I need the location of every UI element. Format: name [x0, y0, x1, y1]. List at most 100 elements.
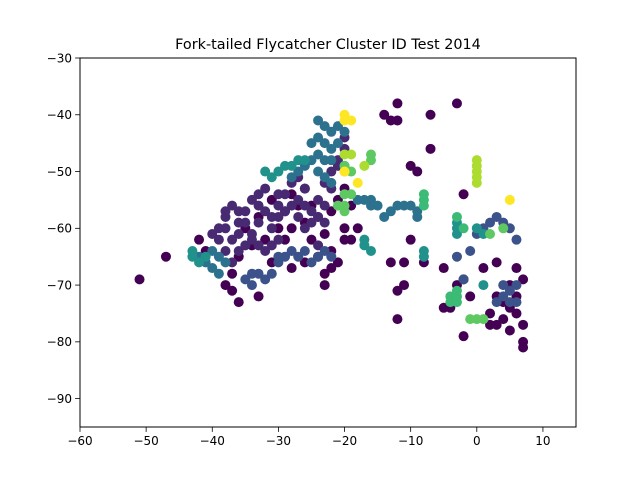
cluster-3 [240, 211, 522, 308]
data-point [491, 297, 502, 308]
data-point [253, 291, 264, 302]
data-point [346, 115, 357, 126]
data-point [286, 223, 297, 234]
data-point [227, 268, 238, 279]
data-point [319, 217, 330, 228]
data-point [352, 194, 363, 205]
data-point [326, 177, 337, 188]
data-point [319, 280, 330, 291]
data-point [313, 132, 324, 143]
data-point [227, 285, 238, 296]
data-point [253, 189, 264, 200]
data-point [491, 211, 502, 222]
data-point [240, 274, 251, 285]
data-point [425, 109, 436, 120]
data-point [286, 172, 297, 183]
data-point [379, 109, 390, 120]
data-point [260, 206, 271, 217]
cluster-5 [187, 155, 489, 291]
data-point [319, 268, 330, 279]
data-point [458, 189, 469, 200]
plot-frame [79, 57, 577, 428]
data-point [478, 280, 489, 291]
cluster-4 [194, 115, 423, 279]
y-tick-label: −90 [47, 392, 72, 406]
data-point [313, 149, 324, 160]
data-point [306, 234, 317, 245]
data-point [485, 319, 496, 330]
data-point [194, 234, 205, 245]
data-point [313, 166, 324, 177]
data-point [498, 291, 509, 302]
data-point [392, 98, 403, 109]
data-point [478, 263, 489, 274]
y-tick-label: −60 [47, 222, 72, 236]
data-point [392, 285, 403, 296]
data-point [405, 160, 416, 171]
x-tick-label: 10 [535, 434, 550, 448]
data-point [379, 211, 390, 222]
data-point [352, 177, 363, 188]
data-point [266, 223, 277, 234]
y-tick-label: −50 [47, 165, 72, 179]
x-tick-label: −30 [266, 434, 291, 448]
data-point [365, 155, 376, 166]
data-point [220, 246, 231, 257]
data-point [213, 234, 224, 245]
data-point [313, 240, 324, 251]
data-point [260, 166, 271, 177]
data-point [451, 98, 462, 109]
data-point [518, 274, 529, 285]
data-point [465, 246, 476, 257]
data-point [240, 240, 251, 251]
data-point [246, 268, 257, 279]
data-point [451, 251, 462, 262]
data-point [319, 228, 330, 239]
data-point [326, 155, 337, 166]
data-point [319, 200, 330, 211]
data-point [451, 211, 462, 222]
x-tick-label: −40 [200, 434, 225, 448]
data-point [511, 234, 522, 245]
x-tick-label: −10 [398, 434, 423, 448]
y-tick-label: −40 [47, 108, 72, 122]
data-point [438, 263, 449, 274]
data-point [504, 297, 515, 308]
data-point [339, 206, 350, 217]
data-point [504, 285, 515, 296]
data-point [273, 166, 284, 177]
data-point [359, 160, 370, 171]
data-point [326, 126, 337, 137]
data-point [286, 263, 297, 274]
data-point [504, 325, 515, 336]
data-point [306, 206, 317, 217]
data-point [498, 223, 509, 234]
data-point [365, 246, 376, 257]
y-tick-label: −80 [47, 335, 72, 349]
data-point [365, 194, 376, 205]
data-point [233, 228, 244, 239]
data-point [498, 280, 509, 291]
points-layer [134, 98, 529, 353]
data-point [194, 257, 205, 268]
data-point [458, 274, 469, 285]
data-point [273, 200, 284, 211]
data-point [260, 274, 271, 285]
data-point [392, 314, 403, 325]
data-point [220, 280, 231, 291]
data-point [306, 217, 317, 228]
data-point [299, 246, 310, 257]
data-point [332, 138, 343, 149]
data-point [346, 149, 357, 160]
data-point [253, 240, 264, 251]
data-point [319, 138, 330, 149]
data-point [273, 234, 284, 245]
data-point [187, 246, 198, 257]
data-point [399, 280, 410, 291]
x-axis: −60 −50 −40 −30 −20 −10 0 10 [67, 427, 551, 448]
data-point [313, 115, 324, 126]
data-point [220, 206, 231, 217]
data-point [299, 200, 310, 211]
